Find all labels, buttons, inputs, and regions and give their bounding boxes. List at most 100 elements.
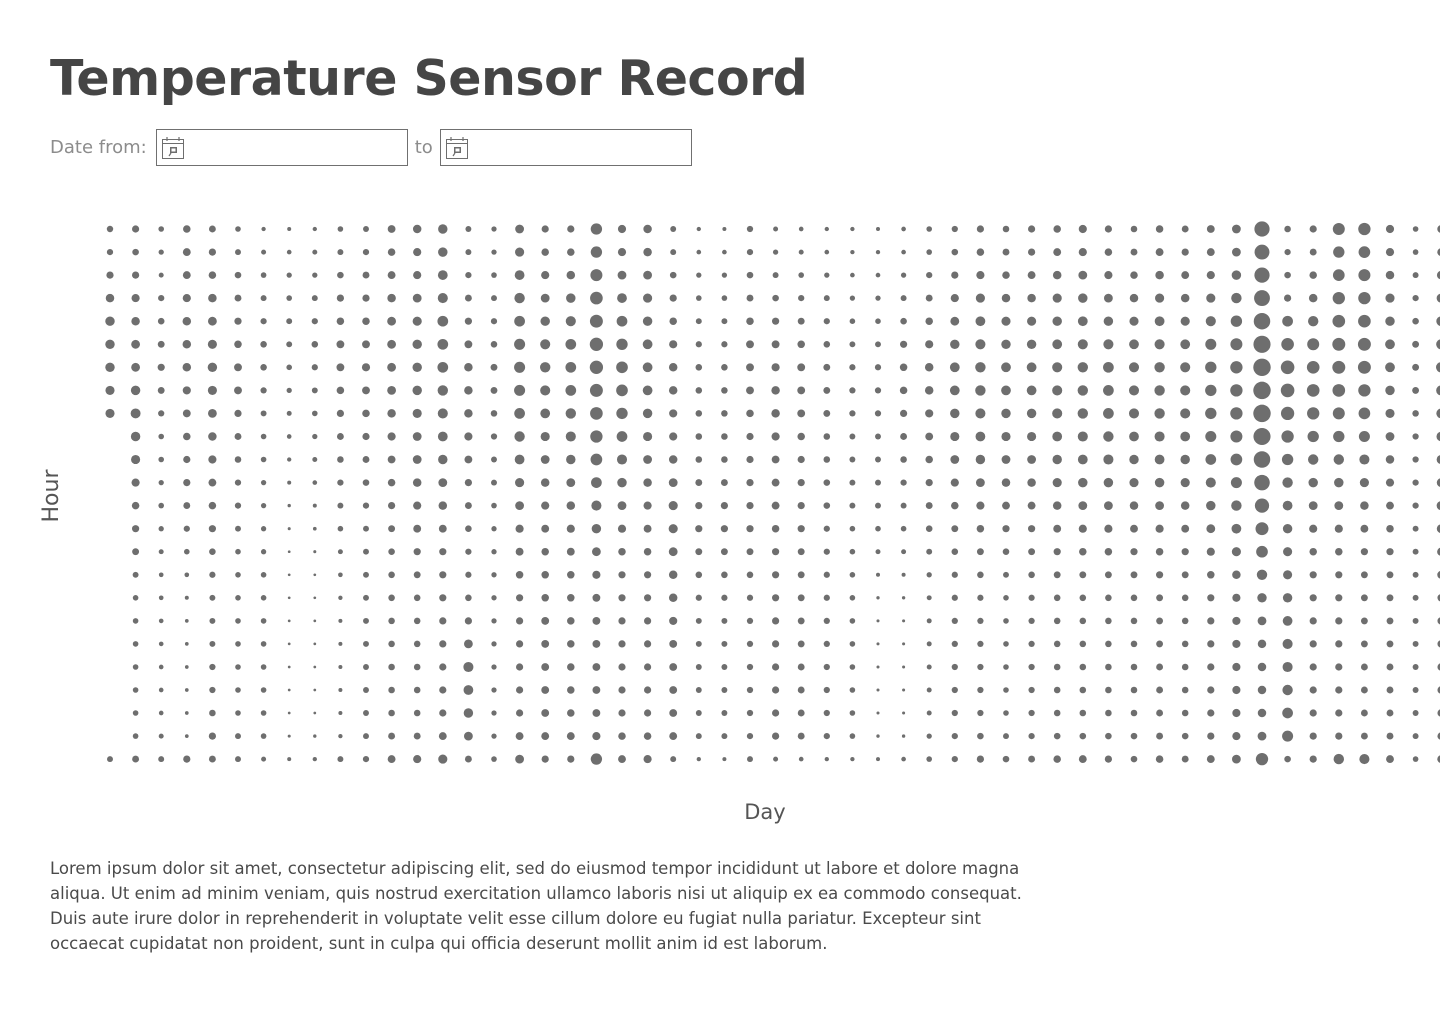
- data-dot: [438, 224, 448, 234]
- data-dot: [1232, 708, 1241, 718]
- data-dot: [1359, 454, 1370, 465]
- data-dot: [850, 226, 855, 232]
- data-dot: [183, 502, 191, 510]
- data-dot: [1052, 501, 1062, 510]
- data-dot: [1232, 570, 1241, 580]
- data-dot: [208, 455, 217, 464]
- data-dot: [413, 663, 421, 671]
- data-dot: [1027, 271, 1036, 280]
- date-to-field[interactable]: [439, 129, 692, 166]
- data-dot: [695, 733, 702, 740]
- data-dot: [1253, 312, 1271, 330]
- data-dot: [515, 478, 525, 488]
- data-dot: [746, 548, 754, 556]
- data-dot: [158, 664, 164, 670]
- data-dot: [362, 248, 370, 256]
- data-dot: [644, 640, 652, 648]
- data-dot: [182, 294, 191, 303]
- data-dot: [1079, 571, 1087, 579]
- data-dot: [1334, 501, 1344, 510]
- data-dot: [514, 361, 526, 373]
- data-dot: [1282, 477, 1293, 488]
- data-dot: [1206, 293, 1216, 303]
- data-dot: [287, 550, 291, 554]
- data-dot: [311, 318, 318, 325]
- data-dot: [1180, 478, 1190, 488]
- calendar-icon[interactable]: [445, 136, 469, 160]
- data-dot: [850, 272, 855, 278]
- data-dot: [1077, 316, 1088, 327]
- data-dot: [491, 549, 497, 555]
- data-dot: [184, 711, 189, 715]
- data-dot: [695, 525, 703, 533]
- data-dot: [184, 688, 189, 692]
- data-dot: [1028, 594, 1035, 601]
- data-dot: [1130, 617, 1138, 625]
- data-dot: [1181, 640, 1189, 648]
- data-dot: [900, 456, 907, 463]
- data-dot: [209, 594, 216, 601]
- data-dot: [1154, 454, 1165, 465]
- data-dot: [105, 339, 115, 350]
- date-from-input[interactable]: [190, 131, 407, 164]
- data-dot: [260, 387, 267, 394]
- data-dot: [695, 387, 703, 394]
- data-dot: [926, 756, 932, 762]
- data-dot: [1104, 293, 1113, 303]
- data-dot: [668, 363, 678, 372]
- data-dot: [1078, 524, 1087, 533]
- data-dot: [616, 315, 628, 327]
- data-dot: [926, 641, 932, 647]
- data-dot: [107, 756, 113, 763]
- data-dot: [132, 548, 140, 556]
- data-dot: [541, 732, 550, 741]
- data-dot: [439, 571, 447, 579]
- data-dot: [797, 525, 805, 533]
- data-dot: [439, 709, 447, 717]
- data-dot: [1077, 385, 1089, 396]
- data-dot: [644, 594, 652, 602]
- data-dot: [362, 294, 370, 302]
- data-dot: [643, 478, 652, 487]
- data-dot: [950, 408, 960, 419]
- data-dot: [1002, 248, 1010, 256]
- data-dot: [1412, 640, 1419, 647]
- data-dot: [875, 249, 881, 255]
- data-dot: [363, 687, 369, 693]
- data-dot: [722, 227, 727, 231]
- data-dot: [592, 709, 601, 717]
- data-dot: [1309, 732, 1317, 740]
- data-dot: [773, 226, 779, 232]
- data-dot: [1332, 337, 1346, 351]
- data-dot: [849, 664, 856, 670]
- data-dot: [337, 756, 344, 763]
- data-dot: [1436, 339, 1440, 350]
- data-dot: [875, 502, 881, 509]
- date-to-input[interactable]: [474, 131, 691, 164]
- data-dot: [1105, 617, 1112, 625]
- data-dot: [1257, 593, 1267, 603]
- data-dot: [900, 409, 908, 417]
- data-dot: [1309, 663, 1317, 671]
- calendar-icon[interactable]: [161, 136, 185, 160]
- data-dot: [1386, 663, 1394, 671]
- data-dot: [977, 617, 984, 625]
- data-dot: [437, 315, 449, 327]
- data-dot: [1333, 753, 1345, 765]
- data-dot: [363, 226, 369, 232]
- date-from-field[interactable]: [155, 129, 408, 166]
- data-dot: [875, 456, 881, 463]
- data-dot: [1412, 456, 1419, 463]
- data-dot: [797, 594, 805, 602]
- data-dot: [1230, 338, 1243, 351]
- data-dot: [337, 456, 344, 463]
- data-dot: [541, 248, 549, 256]
- data-dot: [823, 617, 830, 625]
- data-dot: [1306, 384, 1320, 397]
- data-dot: [1306, 360, 1320, 374]
- data-dot: [516, 617, 524, 625]
- data-dot: [1333, 430, 1345, 443]
- data-dot: [668, 478, 678, 487]
- data-dot: [902, 665, 906, 669]
- data-dot: [951, 271, 959, 279]
